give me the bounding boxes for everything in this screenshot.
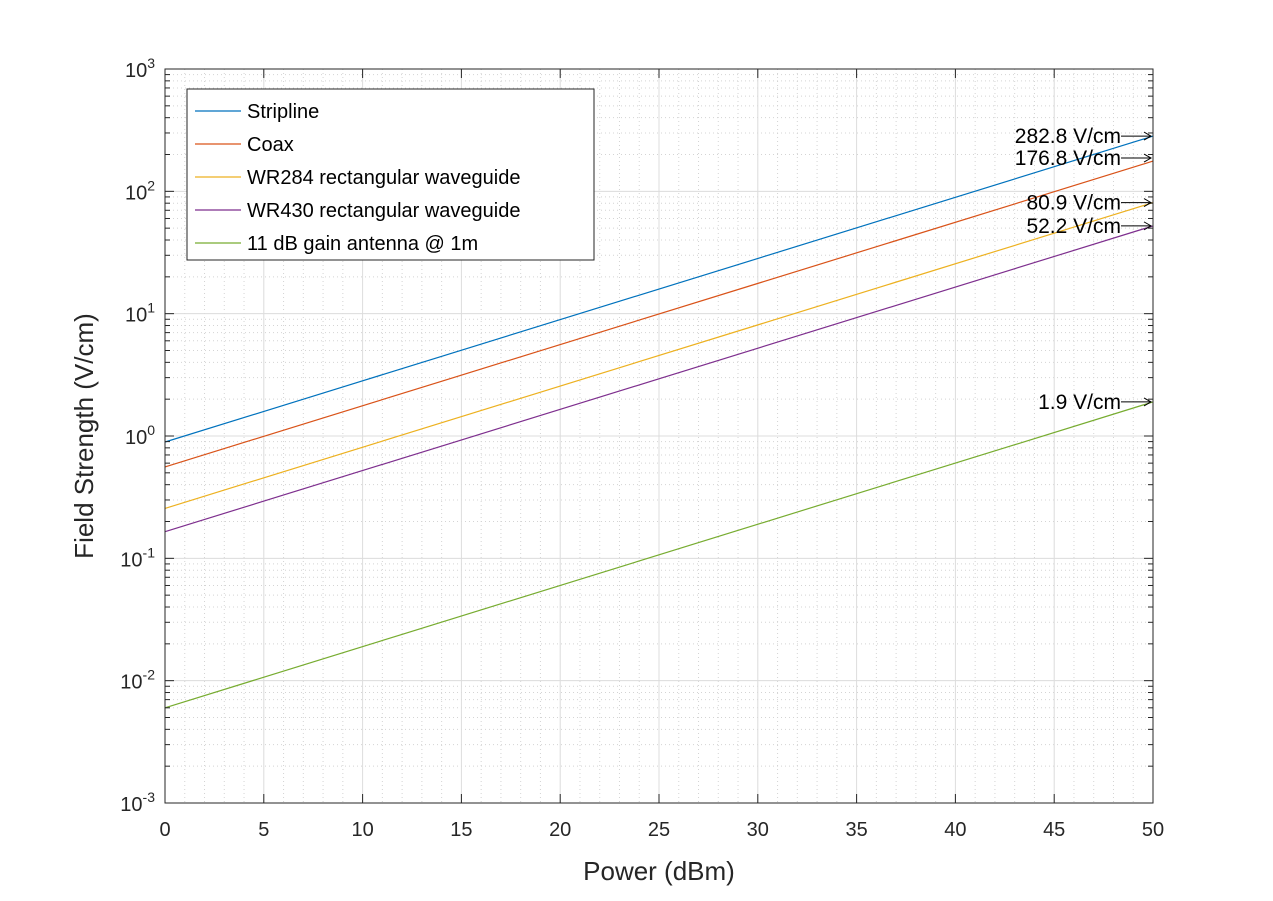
- x-tick-label: 15: [450, 819, 472, 841]
- annotation-arrowhead: [1143, 397, 1153, 407]
- y-tick-label: 100: [125, 422, 155, 449]
- x-tick-label: 45: [1043, 819, 1065, 841]
- y-tick-label: 10-1: [120, 544, 155, 571]
- x-tick-label: 25: [648, 819, 670, 841]
- y-tick-label: 103: [125, 55, 155, 82]
- x-tick-label: 30: [747, 819, 769, 841]
- series-line: [164, 160, 1154, 468]
- legend-label: WR430 rectangular waveguide: [247, 200, 521, 222]
- y-tick-label: 101: [125, 300, 155, 327]
- x-tick-label: 40: [944, 819, 966, 841]
- x-tick-label: 5: [258, 819, 269, 841]
- legend-label: Coax: [247, 134, 294, 156]
- annotation-arrowhead: [1143, 153, 1153, 163]
- y-tick-labels: 10-3 10-2 10-1 100 101 102 103: [120, 55, 155, 816]
- annotation-label: 176.8 V/cm: [1015, 147, 1121, 170]
- annotation-arrowhead: [1143, 221, 1153, 231]
- x-axis-label: Power (dBm): [583, 856, 735, 886]
- y-tick-label: 10-2: [120, 667, 155, 694]
- x-tick-labels: 0 5 10 15 20 25 30 35 40 45 50: [159, 819, 1164, 841]
- legend-label: Stripline: [247, 101, 319, 123]
- series-line: [164, 202, 1154, 509]
- x-tick-label: 50: [1142, 819, 1164, 841]
- legend-box: [186, 88, 595, 261]
- legend: Stripline Coax WR284 rectangular waveguide…: [186, 88, 595, 261]
- x-tick-label: 10: [351, 819, 373, 841]
- legend-label: WR284 rectangular waveguide: [247, 167, 521, 189]
- series-line: [164, 135, 1154, 443]
- series-lines: [164, 135, 1154, 709]
- y-tick-label: 102: [125, 177, 155, 204]
- y-tick-label: 10-3: [120, 789, 155, 816]
- x-tick-label: 35: [845, 819, 867, 841]
- series-line: [164, 401, 1154, 709]
- annotation-label: 1.9 V/cm: [1038, 391, 1121, 414]
- x-tick-label: 20: [549, 819, 571, 841]
- y-axis-label: Field Strength (V/cm): [69, 313, 99, 559]
- annotation-label: 282.8 V/cm: [1015, 125, 1121, 148]
- series-line: [164, 225, 1154, 533]
- annotation-label: 52.2 V/cm: [1026, 215, 1121, 238]
- legend-label: 11 dB gain antenna @ 1m: [247, 233, 478, 255]
- annotation-label: 80.9 V/cm: [1026, 192, 1121, 215]
- x-tick-label: 0: [159, 819, 170, 841]
- annotation-arrowhead: [1143, 198, 1153, 208]
- annotation-arrowhead: [1143, 131, 1153, 141]
- axis-ticks: [164, 68, 1154, 804]
